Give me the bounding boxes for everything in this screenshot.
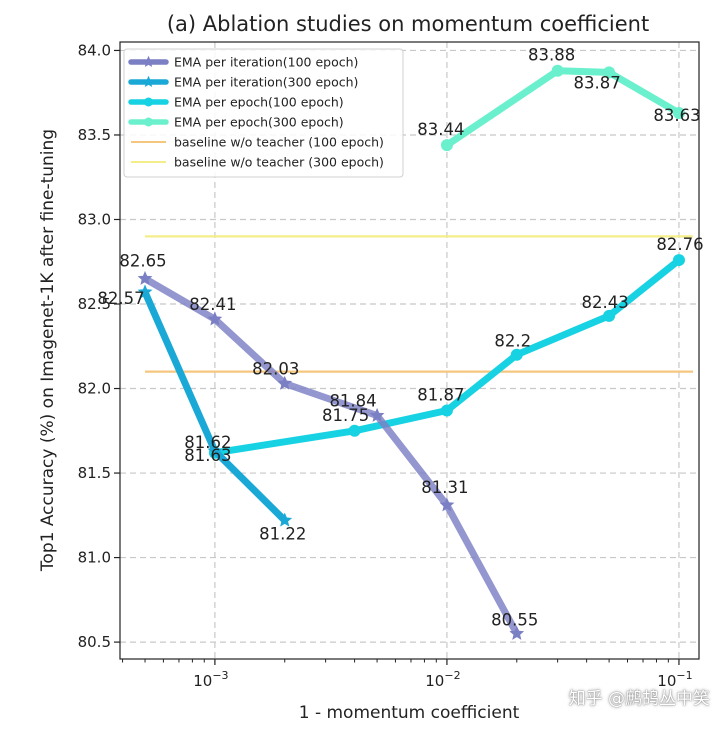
data-label: 82.03: [252, 359, 299, 378]
legend-label: baseline w/o teacher (300 epoch): [174, 155, 384, 170]
data-label: 82.65: [119, 252, 166, 271]
data-label: 82.43: [581, 293, 628, 312]
data-label: 82.2: [494, 332, 531, 351]
data-label: 81.75: [322, 406, 369, 425]
legend-swatch-marker: [142, 55, 155, 68]
y-tick-label: 80.5: [78, 633, 111, 651]
data-label: 81.63: [184, 446, 231, 465]
watermark: 知乎 @鹧鸪丛中笑: [568, 689, 710, 709]
y-tick-label: 82.0: [78, 380, 111, 398]
data-label: 82.41: [189, 295, 236, 314]
data-label: 81.31: [421, 478, 468, 497]
x-axis-label: 1 - momentum coefficient: [299, 703, 520, 723]
series-line: [141, 275, 521, 638]
baselines-layer: [145, 235, 694, 373]
data-point: [603, 309, 616, 322]
data-point: [440, 139, 453, 152]
data-point: [207, 443, 223, 458]
plot-frame: [119, 41, 700, 660]
data-point: [137, 270, 153, 285]
y-tick-label: 82.5: [78, 295, 111, 313]
data-label: 82.76: [656, 235, 703, 254]
legend-label: EMA per epoch(100 epoch): [174, 95, 344, 110]
legend-label: EMA per iteration(300 epoch): [174, 75, 358, 90]
data-point: [277, 375, 293, 390]
ticks-layer: 80.5 81.0 81.5 82.0 82.5 83.0 83.5 84.0 10−3 10−2…: [78, 41, 693, 690]
x-tick-label: 10−2: [425, 669, 460, 690]
legend: EMA per iteration(100 epoch) EMA per iter…: [123, 48, 404, 178]
data-label: 81.87: [417, 386, 464, 405]
y-tick-label: 84.0: [78, 41, 111, 59]
data-point: [509, 625, 525, 640]
x-tick-label: 10−1: [657, 669, 692, 690]
legend-label: baseline w/o teacher (100 epoch): [174, 135, 384, 150]
data-point: [207, 311, 223, 326]
data-point: [348, 424, 361, 437]
data-point: [277, 512, 293, 527]
y-tick-label: 83.5: [78, 126, 111, 144]
series-line: [211, 256, 683, 457]
data-point: [137, 284, 153, 299]
data-label: 83.44: [417, 120, 464, 139]
data-label: 83.87: [573, 73, 620, 92]
data-point: [510, 348, 523, 361]
data-label: 81.22: [259, 524, 306, 543]
data-point: [440, 404, 453, 417]
data-label: 83.63: [653, 106, 700, 125]
legend-label: EMA per epoch(300 epoch): [174, 115, 344, 130]
x-tick-label: 10−3: [193, 669, 228, 690]
data-point: [672, 106, 685, 119]
data-labels-layer: 82.65 82.41 82.03 81.84 81.31 80.55 82.57 81.63…: [97, 46, 703, 630]
data-label: 83.88: [528, 46, 575, 65]
y-tick-label: 81.0: [78, 549, 111, 567]
data-label: 81.62: [184, 433, 231, 452]
legend-swatch-marker: [144, 97, 153, 107]
data-point: [369, 407, 385, 422]
data-label: 81.84: [329, 392, 376, 411]
data-point: [551, 64, 564, 77]
legend-swatch-marker: [142, 75, 155, 88]
legend-swatch-marker: [144, 117, 153, 127]
series-layer: [137, 64, 685, 640]
data-point: [439, 497, 455, 512]
y-axis-label: Top1 Accuracy (%) on Imagenet-1K after f…: [38, 129, 58, 572]
data-point: [672, 254, 685, 267]
legend-box: [123, 48, 404, 178]
y-tick-label: 83.0: [78, 210, 111, 228]
data-label: 82.57: [97, 289, 144, 308]
y-tick-label: 81.5: [78, 464, 111, 482]
legend-label: EMA per iteration(100 epoch): [174, 55, 358, 70]
series-line: [443, 67, 683, 149]
chart-title: (a) Ablation studies on momentum coeffic…: [167, 12, 649, 36]
data-label: 80.55: [491, 611, 538, 630]
grid: [120, 42, 699, 659]
data-point: [603, 66, 616, 79]
